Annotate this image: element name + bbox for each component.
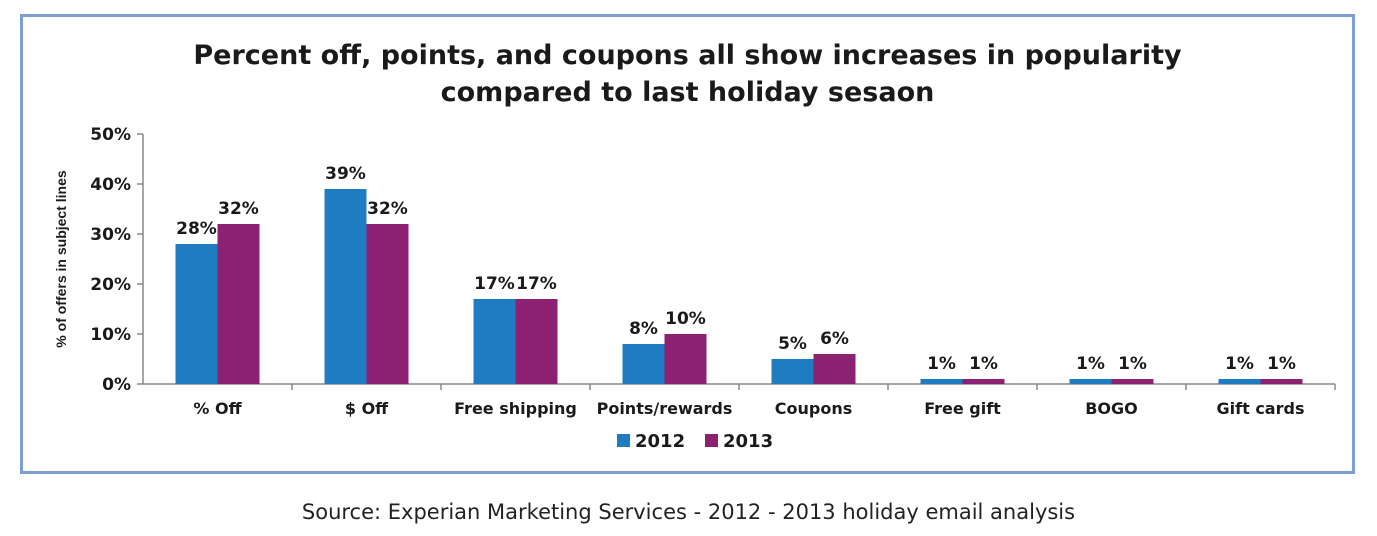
- bar-2013-6: [1111, 379, 1154, 384]
- source-caption: Source: Experian Marketing Services - 20…: [301, 500, 1076, 524]
- x-tick-label: Points/rewards: [597, 399, 733, 418]
- data-label-2013-1: 32%: [367, 199, 408, 219]
- bar-2012-6: [1069, 379, 1112, 384]
- bar-2012-0: [175, 244, 218, 384]
- y-axis-label: % of offers in subject lines: [53, 170, 69, 348]
- y-tick-label: 10%: [90, 325, 131, 345]
- x-tick-label: Free shipping: [454, 399, 577, 418]
- data-label-2013-0: 32%: [218, 199, 259, 219]
- x-tick-label: BOGO: [1085, 399, 1138, 418]
- chart-title-line-1: Percent off, points, and coupons all sho…: [193, 40, 1182, 71]
- bar-2013-5: [962, 379, 1005, 384]
- data-label-2013-7: 1%: [1267, 354, 1296, 374]
- data-label-2012-3: 8%: [629, 319, 658, 339]
- bar-2013-7: [1260, 379, 1303, 384]
- bar-2013-1: [366, 224, 409, 384]
- bar-2013-0: [217, 224, 260, 384]
- x-tick-label: % Off: [193, 399, 242, 418]
- legend-swatch-2012: [617, 434, 630, 447]
- bar-2013-3: [664, 334, 707, 384]
- chart-title-line-2: compared to last holiday sesaon: [440, 77, 935, 108]
- data-label-2012-1: 39%: [325, 164, 366, 184]
- bar-2012-5: [920, 379, 963, 384]
- bar-2012-3: [622, 344, 665, 384]
- y-tick-label: 30%: [90, 225, 131, 245]
- data-label-2012-0: 28%: [176, 219, 217, 239]
- x-tick-label: Free gift: [924, 399, 1001, 418]
- bar-2012-7: [1218, 379, 1261, 384]
- chart-title: Percent off, points, and coupons all sho…: [23, 37, 1352, 111]
- data-label-2013-2: 17%: [516, 274, 557, 294]
- bar-2013-4: [813, 354, 856, 384]
- legend-label-2013: 2013: [723, 431, 773, 452]
- x-tick-label: Gift cards: [1217, 399, 1305, 418]
- data-label-2012-4: 5%: [778, 334, 807, 354]
- data-label-2013-6: 1%: [1118, 354, 1147, 374]
- y-tick-label: 40%: [90, 175, 131, 195]
- data-label-2012-7: 1%: [1225, 354, 1254, 374]
- bar-2013-2: [515, 299, 558, 384]
- legend-swatch-2013: [705, 434, 718, 447]
- data-label-2013-3: 10%: [665, 309, 706, 329]
- data-label-2012-2: 17%: [474, 274, 515, 294]
- bar-2012-2: [473, 299, 516, 384]
- y-tick-label: 50%: [90, 125, 131, 145]
- data-label-2013-4: 6%: [820, 329, 849, 349]
- y-tick-label: 20%: [90, 275, 131, 295]
- data-label-2012-5: 1%: [927, 354, 956, 374]
- data-label-2013-5: 1%: [969, 354, 998, 374]
- x-tick-label: Coupons: [775, 399, 852, 418]
- data-label-2012-6: 1%: [1076, 354, 1105, 374]
- bar-chart: 0% 10% 20% 30% 40% 50% % of offers in subject …: [53, 125, 1336, 452]
- bar-2012-4: [771, 359, 814, 384]
- x-tick-label: $ Off: [345, 399, 389, 418]
- y-tick-label: 0%: [102, 375, 131, 395]
- legend-label-2012: 2012: [635, 431, 685, 452]
- bar-2012-1: [324, 189, 367, 384]
